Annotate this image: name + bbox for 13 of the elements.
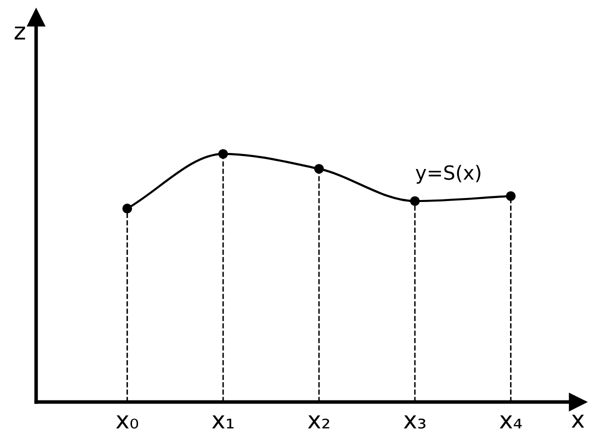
point: [314, 164, 324, 174]
series-label: y=S(x): [416, 164, 480, 184]
y-axis-title: z: [14, 26, 26, 40]
x-tick-label: x₃: [404, 415, 426, 429]
point: [218, 149, 228, 159]
x-tick-label: x₁: [212, 415, 234, 428]
point: [122, 204, 132, 214]
point: [410, 196, 420, 206]
point: [506, 191, 516, 201]
x-tick-label: x₀: [116, 415, 138, 429]
x-axis-title: x: [572, 414, 584, 428]
x-tick-label: x₄: [500, 415, 522, 428]
x-tick-label: x₂: [308, 415, 330, 428]
